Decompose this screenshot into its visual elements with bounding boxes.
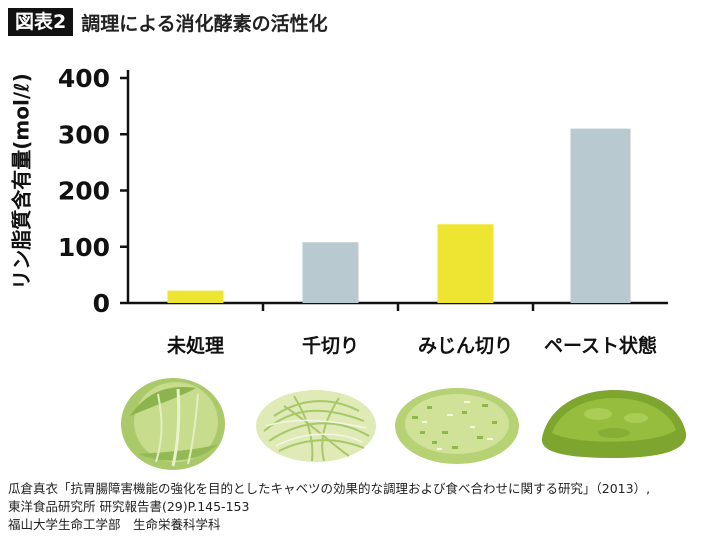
bar-3	[437, 224, 494, 303]
shredded-cabbage-image	[254, 376, 378, 470]
citation-line-1: 瓜倉真衣「抗胃腸障害機能の強化を目的としたキャベツの効果的な調理および食べ合わせ…	[8, 481, 651, 496]
minced-cabbage-image	[392, 376, 522, 472]
y-tick-label: 400	[58, 64, 110, 93]
y-tick-label: 100	[58, 233, 110, 262]
x-category-label: 未処理	[166, 334, 224, 357]
paste-cabbage-image	[538, 378, 690, 466]
citation-line-3: 福山大学生命工学部 生命栄養科学科	[8, 517, 221, 532]
figure-title: 調理による消化酵素の活性化	[81, 12, 328, 35]
bar-4	[570, 128, 631, 303]
whole-cabbage-image	[118, 364, 228, 478]
source-citation: 瓜倉真衣「抗胃腸障害機能の強化を目的としたキャベツの効果的な調理および食べ合わせ…	[8, 480, 650, 534]
figure-number-badge: 図表2	[8, 8, 74, 36]
x-category-label: ペースト状態	[544, 334, 657, 357]
x-category-label: 千切り	[302, 335, 359, 357]
y-tick-label: 300	[58, 120, 110, 149]
bar-1	[167, 290, 224, 303]
y-tick-label: 200	[58, 177, 110, 206]
x-category-label: みじん切り	[418, 335, 513, 357]
y-tick-label: 0	[93, 289, 110, 318]
bar-2	[302, 242, 359, 303]
figure-header: 図表2 調理による消化酵素の活性化	[8, 8, 328, 36]
citation-line-2: 東洋食品研究所 研究報告書(29)P.145-153	[8, 499, 250, 514]
